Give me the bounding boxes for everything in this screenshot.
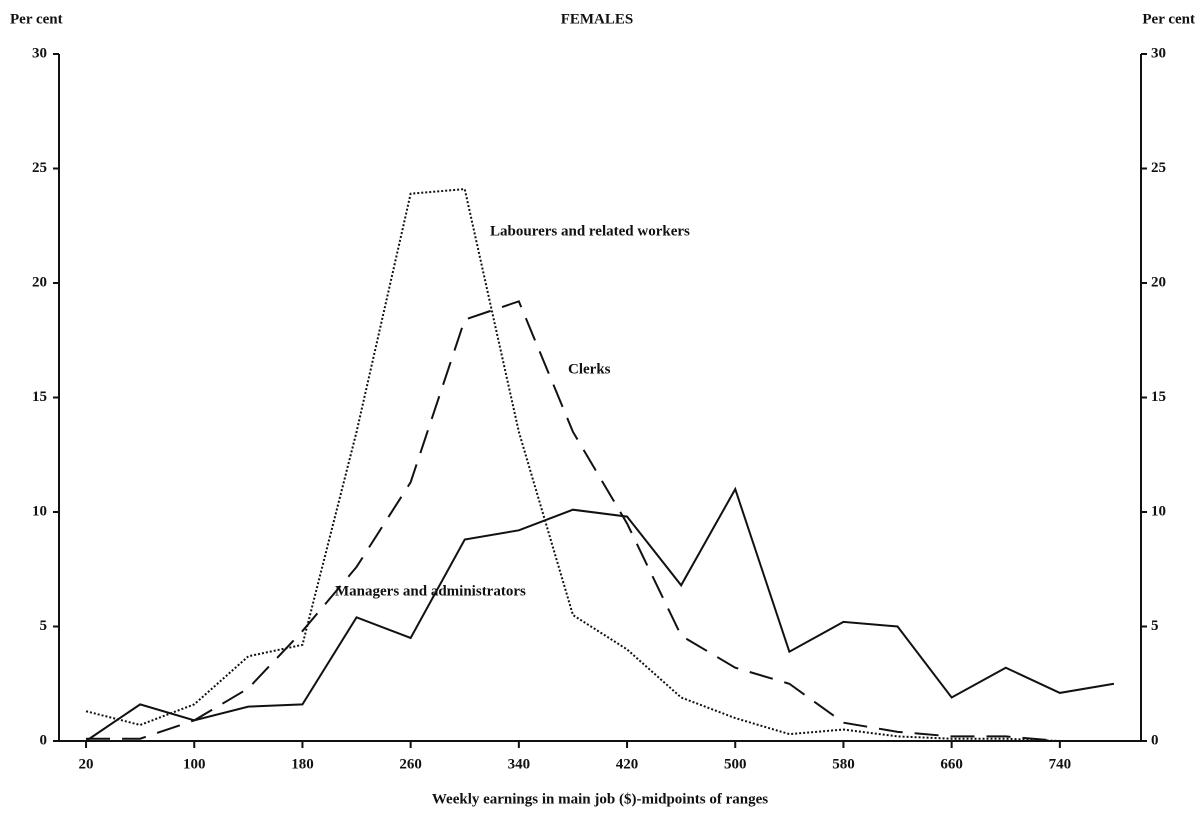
y-tick-label: 0 xyxy=(40,732,48,748)
y2-tick-label: 25 xyxy=(1151,160,1166,176)
y2-axis-label: Per cent xyxy=(1142,11,1195,27)
y-axis-label: Per cent xyxy=(10,11,63,27)
y-tick-label: 10 xyxy=(32,503,47,519)
x-tick-label: 20 xyxy=(79,756,94,772)
x-tick-label: 660 xyxy=(940,756,963,772)
x-tick-label: 100 xyxy=(183,756,206,772)
x-axis-label: Weekly earnings in main job ($)-midpoint… xyxy=(432,791,768,807)
series-label: Clerks xyxy=(568,361,611,377)
chart-title: FEMALES xyxy=(561,11,634,27)
y-tick-label: 25 xyxy=(32,160,47,176)
series-label: Labourers and related workers xyxy=(490,223,690,239)
y2-tick-label: 20 xyxy=(1151,274,1166,290)
series-label: Managers and administrators xyxy=(335,583,526,599)
line-series xyxy=(86,300,1114,742)
x-tick-label: 500 xyxy=(724,756,747,772)
x-tick-label: 340 xyxy=(508,756,531,772)
line-series xyxy=(85,188,1114,742)
x-tick-label: 180 xyxy=(291,756,314,772)
line-series xyxy=(85,486,1115,742)
y2-tick-label: 10 xyxy=(1151,503,1166,519)
y2-tick-label: 15 xyxy=(1151,389,1166,405)
x-tick-label: 420 xyxy=(616,756,639,772)
y-tick-label: 15 xyxy=(32,389,47,405)
y2-tick-label: 0 xyxy=(1151,732,1159,748)
y-tick-label: 5 xyxy=(40,618,48,634)
y-tick-label: 30 xyxy=(32,45,47,61)
x-tick-label: 580 xyxy=(832,756,855,772)
y2-tick-label: 30 xyxy=(1151,45,1166,61)
x-tick-label: 260 xyxy=(399,756,422,772)
y2-tick-label: 5 xyxy=(1151,618,1159,634)
y-tick-label: 20 xyxy=(32,274,47,290)
x-tick-label: 740 xyxy=(1049,756,1072,772)
